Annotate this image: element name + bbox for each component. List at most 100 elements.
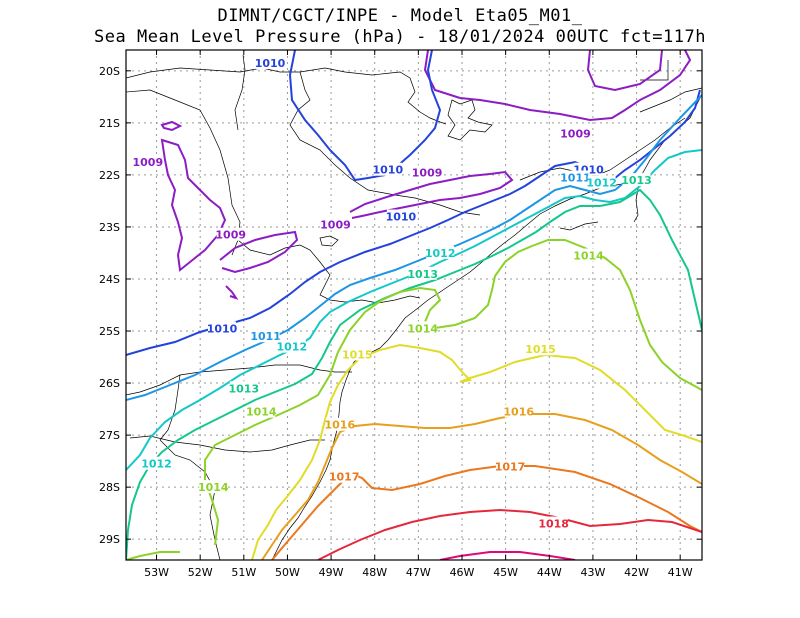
lat-tick-label: 29S <box>99 533 120 546</box>
state-border-sp-mg <box>289 71 481 216</box>
lon-tick-label: 53W <box>144 566 169 579</box>
state-border-sp-pr <box>237 239 421 304</box>
state-border-es <box>639 87 702 113</box>
contour-label-bg <box>413 165 442 179</box>
lon-tick-label: 50W <box>275 566 300 579</box>
isobar-1018 <box>317 508 702 560</box>
axis-ticks <box>126 50 702 560</box>
lon-tick-label: 47W <box>406 566 431 579</box>
contour-label-bg <box>256 56 284 70</box>
chart-title-line2: Sea Mean Level Pressure (hPa) - 18/01/20… <box>94 27 706 47</box>
lon-tick-label: 51W <box>231 566 256 579</box>
contour-label-bg <box>199 480 228 494</box>
isobar-1016 <box>261 413 702 560</box>
contour-label: 1016 <box>503 406 534 419</box>
contour-label: 1015 <box>342 348 373 361</box>
contour-label-bg <box>325 417 354 431</box>
isobar-1009-a <box>160 138 227 272</box>
contour-label: 1010 <box>207 322 238 335</box>
contour-label-bg <box>373 162 402 176</box>
contour-label: 1012 <box>425 247 456 260</box>
contour-label: 1014 <box>573 250 604 263</box>
contour-label: 1011 <box>560 172 591 185</box>
contour-label-bg <box>321 217 350 231</box>
isobar-1015 <box>251 343 702 560</box>
contour-label-bg <box>408 266 437 280</box>
contour-label: 1012 <box>141 458 172 471</box>
lon-tick-label: 52W <box>188 566 213 579</box>
contour-label: 1012 <box>277 341 308 354</box>
contour-label-bg <box>133 154 162 168</box>
lon-tick-label: 42W <box>624 566 649 579</box>
contour-label-bg <box>426 245 455 259</box>
isobar-1019 <box>439 551 576 560</box>
contour-label: 1013 <box>407 268 438 281</box>
isobar-1014-b <box>126 551 180 560</box>
isobar-1009-c <box>225 285 239 300</box>
lat-tick-label: 28S <box>99 481 120 494</box>
contour-label-bg <box>208 321 236 335</box>
chart-title-line1: DIMNT/CGCT/INPE - Model Eta05_M01_ <box>217 6 583 26</box>
isobar-1011 <box>126 94 702 401</box>
country-border-arg <box>126 374 181 441</box>
contour-label: 1015 <box>525 343 556 356</box>
contour-label: 1013 <box>621 174 652 187</box>
contour-label-bg <box>526 342 555 356</box>
isobar-1010-b <box>288 50 442 182</box>
reservoir <box>447 99 493 141</box>
contour-label-bg <box>229 381 258 395</box>
contour-label-bg <box>386 209 415 223</box>
lat-tick-label: 26S <box>99 377 120 390</box>
coast-detail-2 <box>559 221 599 231</box>
contour-label-bg <box>504 404 533 418</box>
contour-label: 1009 <box>320 218 351 231</box>
contour-label-bg <box>408 321 437 335</box>
lon-tick-label: 44W <box>537 566 562 579</box>
lon-tick-label: 43W <box>580 566 605 579</box>
contour-label: 1014 <box>198 481 229 494</box>
contour-label-bg <box>330 469 359 483</box>
lat-tick-label: 21S <box>99 117 120 130</box>
lon-tick-label: 48W <box>362 566 387 579</box>
contour-label-bg <box>496 459 524 473</box>
isobar-1014-a <box>204 239 702 546</box>
lat-tick-label: 22S <box>99 169 120 182</box>
state-border-goias <box>234 54 246 131</box>
contour-label: 1017 <box>495 460 526 473</box>
contour-label: 1009 <box>412 166 443 179</box>
contour-label: 1012 <box>586 177 617 190</box>
lat-tick-label: 27S <box>99 429 120 442</box>
state-border-sc-rs <box>129 435 325 453</box>
contour-label: 1009 <box>133 156 164 169</box>
contour-label: 1009 <box>215 229 246 242</box>
contour-label: 1017 <box>329 471 360 484</box>
contour-label: 1010 <box>386 211 417 224</box>
axis-tick-labels: 53W 52W 51W 50W 49W 48W 47W 46W 45W 44W 43W 42W 41W 2… <box>99 65 693 579</box>
contour-label-bg <box>343 347 372 361</box>
contour-label-bg <box>539 516 568 530</box>
state-border-rj <box>519 117 686 181</box>
contour-label: 1014 <box>246 406 277 419</box>
lat-tick-label: 23S <box>99 221 120 234</box>
contour-label: 1016 <box>325 419 356 432</box>
lat-tick-label: 24S <box>99 273 120 286</box>
contour-label-bg <box>561 170 590 184</box>
contour-label: 1018 <box>538 518 569 531</box>
contour-label-bg <box>574 248 603 262</box>
isobar-1009-b <box>219 230 299 274</box>
isobar-1009-f <box>423 50 692 122</box>
plot-frame <box>125 49 703 561</box>
contour-label: 1010 <box>255 57 286 70</box>
state-border-es-2 <box>640 60 669 81</box>
contour-label-bg <box>251 329 280 343</box>
contour-label: 1011 <box>250 330 281 343</box>
isobar-1010-a <box>126 89 701 356</box>
contour-label-bg <box>247 404 276 418</box>
coastline <box>271 93 702 560</box>
lon-tick-label: 46W <box>450 566 475 579</box>
contour-label-bg <box>622 173 651 187</box>
lon-tick-label: 41W <box>668 566 693 579</box>
lat-tick-label: 20S <box>99 65 120 78</box>
